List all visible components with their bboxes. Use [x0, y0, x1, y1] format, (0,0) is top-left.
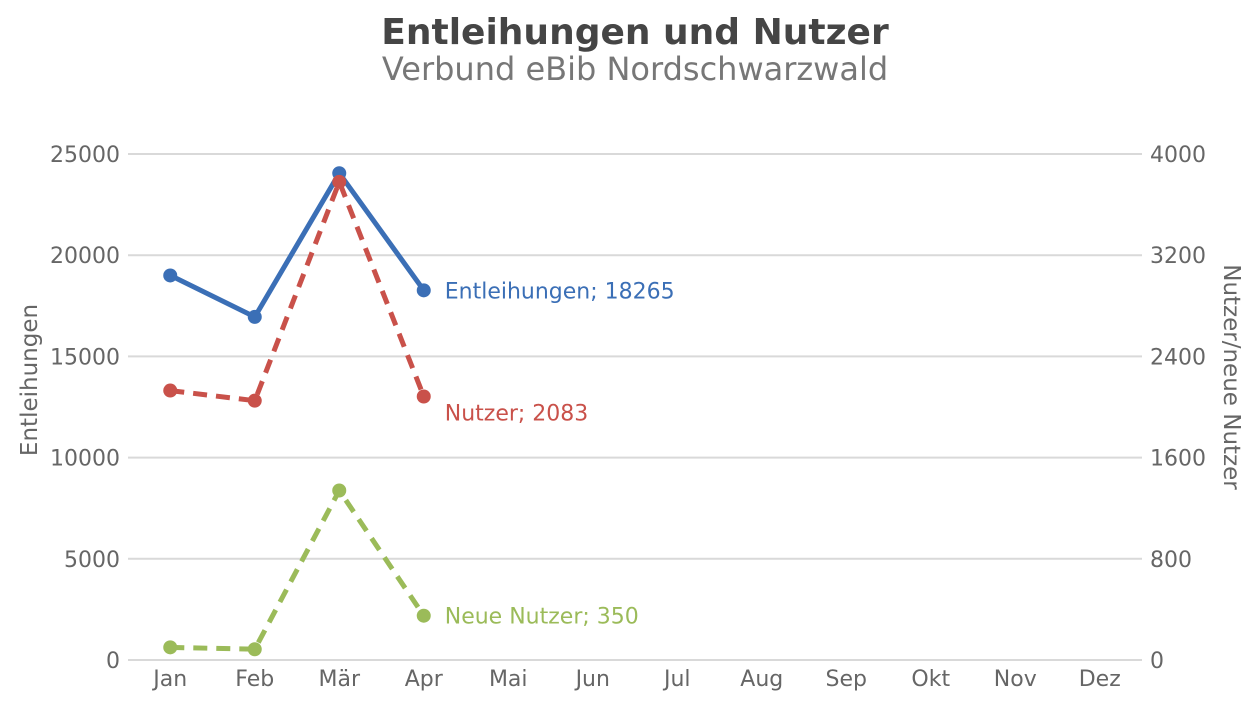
series-line-entleihungen: [169, 170, 426, 320]
x-tick-label: Dez: [1079, 667, 1121, 692]
x-tick-label: Sep: [826, 667, 867, 692]
y-right-tick-label: 1600: [1150, 447, 1206, 472]
x-tick-label: Mär: [318, 667, 360, 692]
x-tick-label: Mai: [489, 667, 528, 692]
data-label-nutzer: Nutzer; 2083: [445, 402, 589, 427]
x-tick-label: Apr: [405, 667, 444, 692]
data-point-entleihungen: [247, 309, 262, 324]
y-right-tick-label: 2400: [1150, 345, 1206, 370]
data-label-neue-nutzer: Neue Nutzer; 350: [445, 605, 639, 630]
data-point-nutzer: [247, 393, 262, 408]
data-point-neue-nutzer: [247, 642, 262, 657]
x-tick-label: Okt: [911, 667, 950, 692]
y-left-tick-label: 10000: [50, 447, 120, 472]
x-tick-label: Jan: [151, 667, 187, 692]
data-point-nutzer: [332, 174, 347, 189]
series-line-nutzer: [170, 179, 427, 404]
data-point-neue-nutzer: [416, 608, 431, 623]
data-point-entleihungen: [163, 268, 178, 283]
y-right-axis-title: Nutzer/neue Nutzer: [1218, 264, 1244, 490]
data-point-neue-nutzer: [163, 640, 178, 655]
x-tick-label: Nov: [994, 667, 1037, 692]
data-point-neue-nutzer: [332, 483, 347, 498]
x-tick-label: Aug: [740, 667, 783, 692]
data-point-entleihungen: [416, 283, 431, 298]
y-right-tick-label: 3200: [1150, 244, 1206, 269]
y-right-tick-label: 4000: [1150, 143, 1206, 168]
chart-title: Entleihungen und Nutzer: [381, 12, 889, 53]
data-label-entleihungen: Entleihungen; 18265: [445, 279, 675, 304]
y-left-tick-label: 15000: [50, 345, 120, 370]
chart-subtitle: Verbund eBib Nordschwarzwald: [382, 50, 888, 88]
y-left-tick-label: 20000: [50, 244, 120, 269]
x-tick-label: Jul: [662, 667, 691, 692]
x-tick-label: Jun: [574, 667, 610, 692]
x-tick-label: Feb: [235, 667, 274, 692]
y-left-axis-title: Entleihungen: [17, 304, 43, 456]
y-right-tick-label: 800: [1150, 548, 1192, 573]
y-left-tick-label: 0: [106, 649, 120, 674]
data-point-nutzer: [416, 389, 431, 404]
y-left-tick-label: 5000: [64, 548, 120, 573]
series-line-neue-nutzer: [170, 488, 426, 652]
y-left-tick-label: 25000: [50, 143, 120, 168]
y-right-tick-label: 0: [1150, 649, 1164, 674]
data-point-nutzer: [163, 383, 178, 398]
